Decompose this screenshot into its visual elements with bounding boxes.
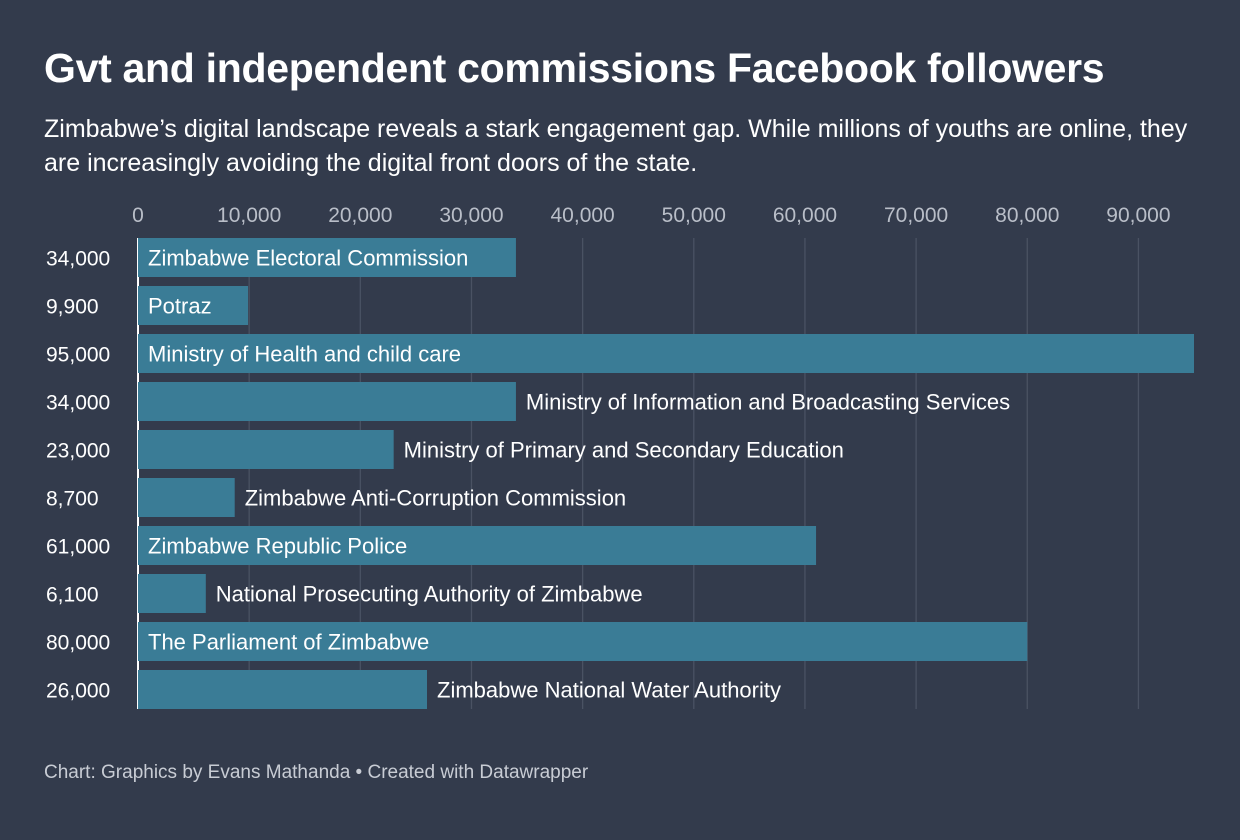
category-label: Potraz — [148, 294, 212, 319]
bar-chart: 0 10,000 20,000 30,000 40,000 50,000 60,000 70,… — [46, 204, 1194, 709]
category-label: Ministry of Health and child care — [148, 342, 461, 367]
x-tick-label: 10,000 — [217, 204, 281, 227]
bar — [138, 286, 249, 325]
value-label: 6,100 — [46, 584, 99, 607]
x-tick-label: 90,000 — [1106, 204, 1170, 227]
bar — [138, 526, 817, 565]
bar — [138, 622, 1028, 661]
category-label: Zimbabwe National Water Authority — [437, 678, 781, 703]
x-tick-label: 70,000 — [884, 204, 948, 227]
x-tick-label: 50,000 — [662, 204, 726, 227]
category-label: The Parliament of Zimbabwe — [148, 630, 429, 655]
bar — [138, 670, 428, 709]
x-tick-label: 20,000 — [328, 204, 392, 227]
category-label: Ministry of Information and Broadcasting… — [526, 390, 1010, 415]
x-axis-ticks: 0 10,000 20,000 30,000 40,000 50,000 60,000 70,… — [132, 204, 1170, 227]
bar — [138, 238, 516, 277]
value-label: 26,000 — [46, 680, 110, 703]
category-label: Zimbabwe Republic Police — [148, 534, 407, 559]
value-label: 8,700 — [46, 488, 99, 511]
x-tick-label: 30,000 — [439, 204, 503, 227]
value-label: 34,000 — [46, 248, 110, 271]
value-label: 80,000 — [46, 632, 110, 655]
x-tick-label: 0 — [132, 204, 144, 227]
bar — [138, 334, 1194, 373]
value-label: 9,900 — [46, 296, 99, 319]
category-label: Zimbabwe Electoral Commission — [148, 246, 468, 271]
value-label: 61,000 — [46, 536, 110, 559]
x-tick-label: 80,000 — [995, 204, 1059, 227]
value-label: 95,000 — [46, 344, 110, 367]
bar — [138, 574, 206, 613]
category-label: Zimbabwe Anti-Corruption Commission — [245, 486, 626, 511]
bar — [138, 430, 394, 469]
category-label: National Prosecuting Authority of Zimbab… — [216, 582, 643, 607]
chart-footer: Chart: Graphics by Evans Mathanda • Crea… — [44, 762, 589, 783]
category-label: Ministry of Primary and Secondary Educat… — [404, 438, 844, 463]
labels: 34,000 Zimbabwe Electoral Commission 9,900… — [46, 246, 1010, 703]
chart-title: Gvt and independent commissions Facebook… — [44, 45, 1105, 91]
chart-subtitle: Zimbabwe’s digital landscape reveals a s… — [44, 115, 1188, 177]
bar — [138, 382, 516, 421]
bar — [138, 478, 235, 517]
value-label: 23,000 — [46, 440, 110, 463]
bars — [138, 238, 1194, 709]
value-label: 34,000 — [46, 392, 110, 415]
x-tick-label: 40,000 — [551, 204, 615, 227]
x-tick-label: 60,000 — [773, 204, 837, 227]
